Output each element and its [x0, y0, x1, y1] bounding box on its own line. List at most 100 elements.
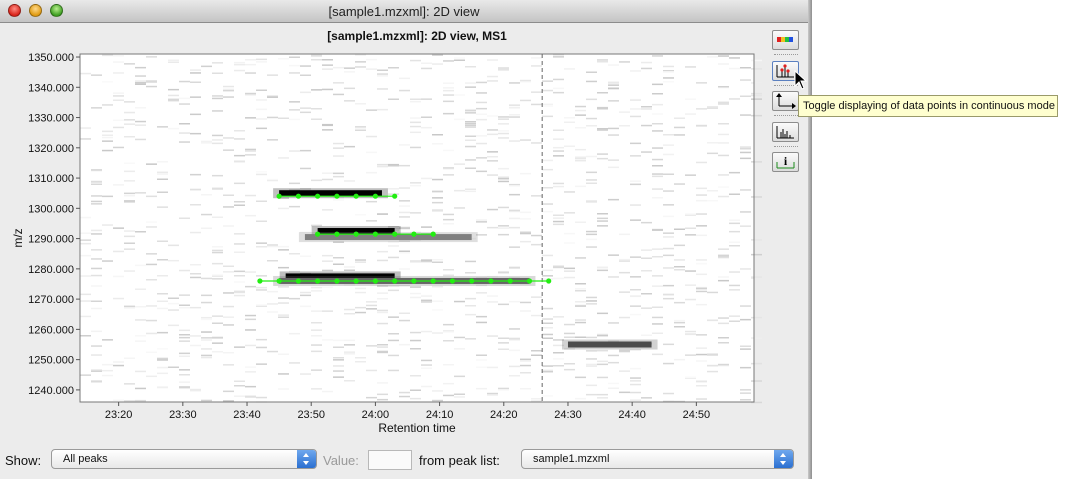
heatmap-cell	[355, 66, 366, 68]
heatmap-cell	[652, 173, 663, 175]
heatmap-cell	[234, 380, 245, 382]
heatmap-cell	[388, 241, 399, 243]
heatmap-cell	[311, 54, 322, 57]
heatmap-cell	[179, 141, 190, 143]
heatmap-cell	[520, 211, 531, 214]
heatmap-cell	[399, 252, 410, 254]
heatmap-cell	[575, 221, 586, 223]
peaklist-select[interactable]: sample1.mzxml	[521, 449, 794, 469]
plot-canvas[interactable]: 1350.000 1340.000 1330.000 1320.000 1310.000…	[0, 0, 808, 445]
value-input[interactable]	[368, 450, 412, 470]
heatmap-cell	[553, 339, 564, 341]
heatmap-cell	[102, 224, 113, 226]
heatmap-cell	[553, 220, 564, 223]
heatmap-cell	[223, 149, 234, 151]
heatmap-cell	[597, 106, 608, 109]
heatmap-cell	[146, 253, 157, 255]
heatmap-cell	[542, 337, 553, 339]
heatmap-cell	[608, 159, 619, 161]
spectrum-button[interactable]	[772, 122, 799, 142]
heatmap-cell	[619, 271, 630, 274]
heatmap-cell	[696, 125, 707, 127]
heatmap-cell	[751, 277, 762, 279]
heatmap-cell	[608, 198, 619, 201]
heatmap-cell	[520, 218, 531, 220]
heatmap-cell	[410, 117, 421, 119]
heatmap-cell	[531, 350, 542, 352]
heatmap-cell	[465, 190, 476, 193]
heatmap-cell	[300, 167, 311, 170]
heatmap-cell	[267, 244, 278, 246]
heatmap-cell	[124, 248, 135, 250]
heatmap-cell	[157, 348, 168, 350]
heatmap-cell	[476, 221, 487, 223]
heatmap-cell	[223, 352, 234, 354]
heatmap-cell	[586, 303, 597, 305]
x-tick-label: 23:40	[233, 409, 261, 421]
data-points-button[interactable]	[772, 61, 799, 81]
minimize-button[interactable]	[29, 4, 42, 17]
heatmap-cell	[399, 319, 410, 322]
heatmap-cell	[102, 104, 113, 106]
heatmap-cell	[322, 390, 333, 393]
heatmap-cell	[179, 132, 190, 134]
peak-point	[315, 231, 321, 237]
show-select[interactable]: All peaks	[51, 449, 317, 469]
heatmap-cell	[256, 171, 267, 173]
heatmap-cell	[179, 374, 190, 376]
heatmap-cell	[531, 400, 542, 402]
heatmap-cell	[740, 318, 751, 321]
close-button[interactable]	[8, 4, 21, 17]
heatmap-cell	[410, 184, 421, 187]
heatmap-cell	[289, 56, 300, 58]
heatmap-cell	[278, 388, 289, 390]
heatmap-cell	[410, 397, 421, 400]
heatmap-cell	[278, 353, 289, 355]
heatmap-cell	[509, 140, 520, 142]
heatmap-cell	[322, 129, 333, 131]
heatmap-cell	[256, 242, 267, 244]
heatmap-cell	[718, 364, 729, 367]
heatmap-cell	[707, 107, 718, 109]
heatmap-cell	[289, 362, 300, 364]
info-icon: i	[776, 154, 795, 169]
heatmap-cell	[91, 369, 102, 371]
heatmap-cell	[344, 339, 355, 342]
heatmap-cell	[278, 373, 289, 375]
heatmap-cell	[586, 71, 597, 73]
color-palette-button[interactable]	[772, 30, 799, 50]
axes-button[interactable]	[772, 91, 799, 111]
heatmap-cell	[201, 337, 212, 339]
data-points-icon	[776, 64, 794, 78]
heatmap-cell	[267, 116, 278, 119]
heatmap-cell	[300, 305, 311, 308]
heatmap-cell	[520, 81, 531, 83]
heatmap-cell	[586, 363, 597, 366]
heatmap-cell	[641, 270, 652, 272]
heatmap-cell	[91, 330, 102, 333]
zoom-button[interactable]	[50, 4, 63, 17]
heatmap-cell	[498, 342, 509, 344]
heatmap-cell	[212, 274, 223, 277]
heatmap-cell	[421, 67, 432, 70]
heatmap-cell	[289, 109, 300, 111]
heatmap-cell	[212, 322, 223, 324]
heatmap-cell	[91, 258, 102, 260]
heatmap-cell	[729, 245, 740, 247]
heatmap-cell	[190, 344, 201, 347]
heatmap-cell	[641, 293, 652, 295]
heatmap-cell	[190, 306, 201, 309]
info-button[interactable]: i	[772, 152, 799, 172]
heatmap-cell	[355, 103, 366, 105]
title-bar[interactable]: [sample1.mzxml]: 2D view	[0, 0, 808, 23]
heatmap-cell	[366, 68, 377, 70]
heatmap-cell	[652, 353, 663, 356]
heatmap-cell	[564, 145, 575, 147]
heatmap-cell	[223, 206, 234, 208]
heatmap-cell	[333, 66, 344, 69]
heatmap-cell	[366, 58, 377, 61]
heatmap-cell	[498, 225, 509, 227]
heatmap-cell	[652, 188, 663, 190]
heatmap-cell	[663, 134, 674, 136]
heatmap-cell	[267, 303, 278, 305]
